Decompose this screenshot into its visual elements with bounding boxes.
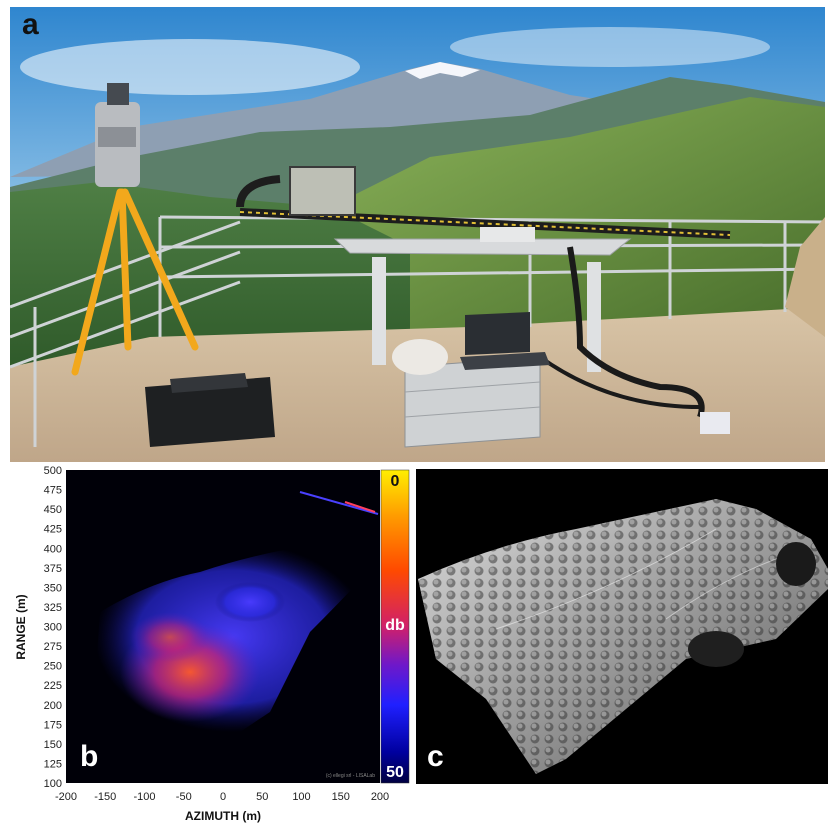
point-cloud-rendering [416,469,828,784]
y-tick-label: 125 [44,758,62,770]
field-photo [10,7,825,462]
panel-label-c: c [427,740,444,773]
y-tick-label: 300 [44,622,62,634]
y-tick-label: 150 [44,739,62,751]
x-tick-label: -200 [55,791,77,803]
colorbar-mid-label: db [385,617,405,634]
x-tick-label: 150 [332,791,350,803]
sar-image-plot: 5004754504254003753503253002752502252001… [14,465,410,823]
x-tick-label: 0 [220,791,226,803]
x-tick-label: 100 [292,791,310,803]
x-tick-label: 50 [256,791,268,803]
y-axis-title: RANGE (m) [14,594,28,659]
y-tick-label: 325 [44,602,62,614]
colorbar-bottom-label: 50 [386,764,404,781]
x-tick-label: -50 [176,791,192,803]
y-tick-label: 225 [44,680,62,692]
y-tick-label: 500 [44,465,62,477]
y-tick-label: 275 [44,641,62,653]
watermark: (c) ellegi srl - LISALab [326,773,375,779]
panel-label-b: b [80,740,99,773]
colorbar [380,469,410,784]
y-tick-label: 400 [44,543,62,555]
colorbar-top-label: 0 [391,473,400,490]
sar-scatter-footprint [95,491,379,732]
x-tick-label: -150 [94,791,116,803]
y-tick-label: 425 [44,524,62,536]
y-tick-label: 100 [44,778,62,790]
y-tick-label: 200 [44,700,62,712]
y-tick-label: 375 [44,563,62,575]
y-tick-label: 175 [44,719,62,731]
x-tick-label: -100 [133,791,155,803]
panel-label-a: a [22,8,39,41]
x-axis-title: AZIMUTH (m) [185,809,261,823]
y-tick-label: 450 [44,504,62,516]
y-tick-label: 475 [44,485,62,497]
y-tick-label: 350 [44,582,62,594]
y-tick-label: 250 [44,661,62,673]
x-tick-label: 200 [371,791,389,803]
